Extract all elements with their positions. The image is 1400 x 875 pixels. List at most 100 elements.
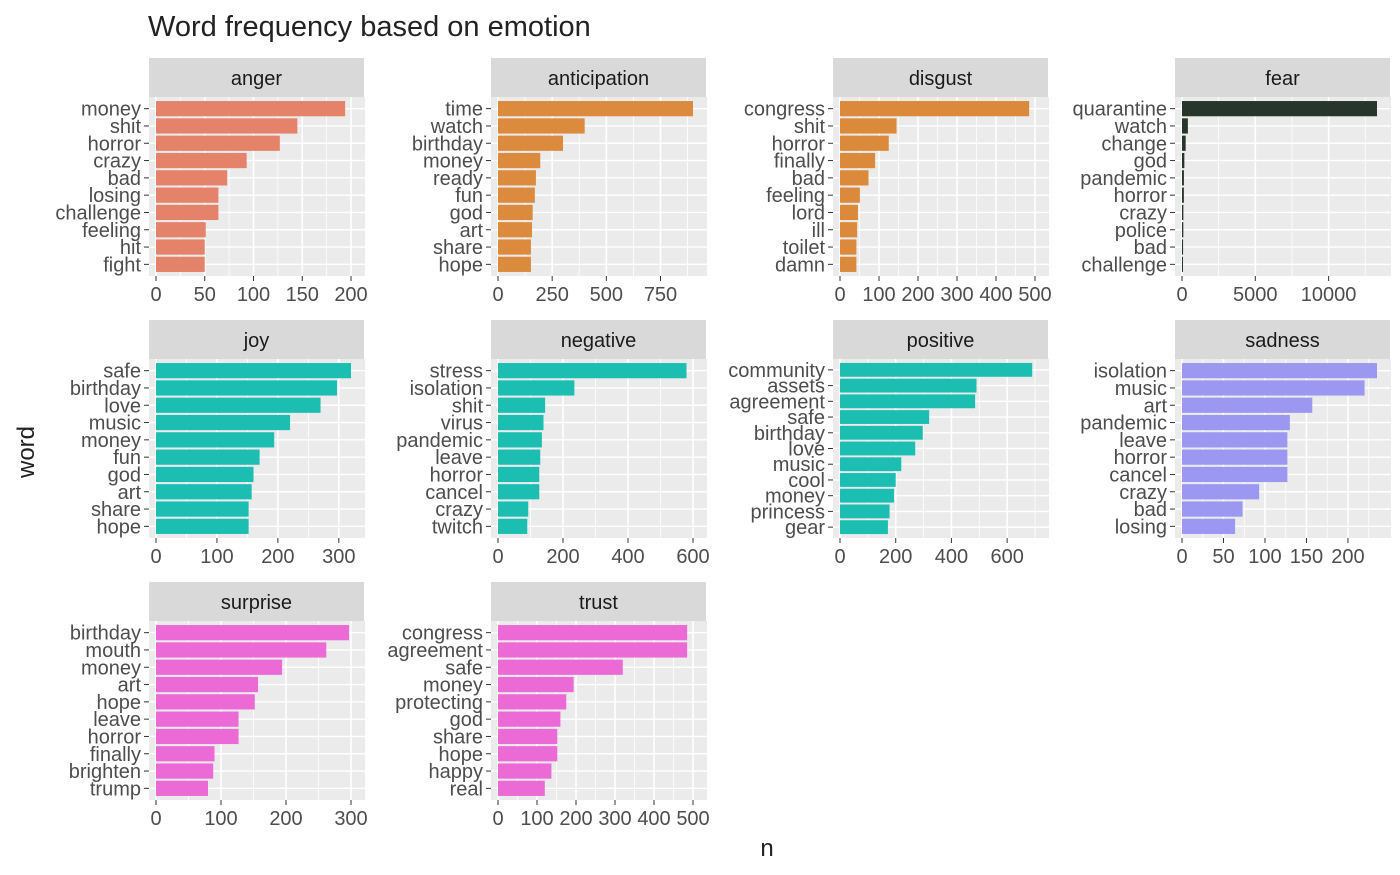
bar [498, 363, 687, 379]
bar [156, 449, 260, 465]
y-tick-label: ill [812, 220, 825, 242]
facet-strip [149, 320, 364, 360]
y-tick-label: horror [1114, 447, 1168, 469]
bar [1182, 101, 1377, 117]
bar [498, 135, 563, 151]
x-tick-label: 500 [590, 284, 623, 306]
bar [840, 425, 923, 440]
x-tick-label: 200 [901, 284, 934, 306]
y-tick-label: art [1144, 395, 1168, 417]
y-tick-label: virus [441, 413, 483, 435]
x-tick-label: 50 [1212, 546, 1234, 568]
bar [1182, 397, 1313, 413]
panel-fear: fear quarantinewatchchangegodpandemichorr… [1072, 58, 1391, 306]
y-tick-label: fight [103, 254, 141, 276]
x-tick-label: 0 [492, 284, 503, 306]
y-tick-label: damn [775, 254, 825, 276]
y-tick-label: money [423, 675, 483, 697]
y-tick-label: toilet [783, 237, 826, 259]
y-tick-label: finally [90, 744, 141, 766]
y-axis-title: word [13, 426, 40, 479]
bar [840, 152, 876, 169]
x-tick-label: 300 [334, 808, 367, 830]
y-tick-label: hope [439, 744, 484, 766]
bar [840, 473, 896, 487]
y-tick-label: horror [88, 133, 142, 155]
y-tick-label: finally [774, 151, 825, 173]
bar [498, 466, 540, 483]
y-tick-label: love [104, 395, 141, 417]
bar [1182, 222, 1184, 238]
bar [156, 501, 249, 517]
facet-strip [491, 58, 706, 98]
y-tick-label: god [450, 709, 483, 731]
bar [840, 457, 902, 472]
y-tick-label: art [118, 675, 142, 697]
bar [1182, 466, 1288, 483]
facet-strip [149, 582, 364, 622]
x-tick-label: 150 [1290, 546, 1323, 568]
bar [840, 520, 888, 535]
bar [1182, 414, 1290, 431]
bar [1182, 449, 1288, 465]
x-tick-label: 600 [676, 546, 709, 568]
y-tick-label: horror [772, 133, 826, 155]
facet-strip-label: fear [1265, 68, 1300, 90]
y-tick-label: challenge [55, 202, 141, 224]
bar [498, 187, 535, 203]
bar [840, 441, 916, 456]
bar [840, 135, 889, 151]
bar [1182, 256, 1183, 272]
y-tick-label: cool [788, 470, 825, 492]
y-tick-label: watch [1114, 116, 1167, 138]
y-tick-label: money [81, 430, 141, 452]
bar [498, 642, 688, 658]
x-tick-label: 100 [520, 808, 553, 830]
bar [1182, 187, 1184, 203]
bar [156, 625, 350, 641]
bar [840, 222, 858, 238]
y-tick-label: horror [1114, 185, 1168, 207]
y-tick-label: safe [103, 361, 141, 383]
bar [156, 414, 291, 431]
bar [498, 484, 540, 500]
bar [1182, 432, 1288, 448]
x-axis-title: n [760, 835, 773, 862]
facet-strip-label: positive [907, 330, 975, 352]
bar [840, 362, 1033, 377]
bar [156, 397, 321, 413]
bar [498, 518, 528, 534]
y-tick-label: music [1115, 378, 1167, 400]
bar [156, 256, 205, 272]
y-tick-label: money [423, 151, 483, 173]
bar [1182, 118, 1188, 134]
x-tick-label: 400 [979, 284, 1012, 306]
x-tick-label: 100 [200, 546, 233, 568]
y-tick-label: fun [113, 447, 141, 469]
y-tick-label: pandemic [1080, 413, 1167, 435]
facet-strip [149, 58, 364, 98]
bar [156, 694, 255, 710]
facet-strip [1175, 320, 1390, 360]
y-tick-label: music [89, 413, 141, 435]
y-tick-label: art [118, 482, 142, 504]
x-tick-label: 400 [611, 546, 644, 568]
y-tick-label: hope [439, 254, 484, 276]
bar [156, 135, 280, 151]
panel-disgust: disgust congressshithorrorfinallybadfeeli… [744, 58, 1052, 306]
x-tick-label: 0 [150, 546, 161, 568]
y-tick-label: watch [430, 116, 483, 138]
bar [840, 187, 860, 203]
y-tick-label: losing [1115, 516, 1167, 538]
x-tick-label: 100 [1248, 546, 1281, 568]
bar [498, 397, 546, 413]
x-tick-label: 0 [1176, 284, 1187, 306]
bar [1182, 152, 1185, 169]
x-tick-label: 0 [492, 808, 503, 830]
y-tick-label: crazy [1119, 482, 1167, 504]
y-tick-label: protecting [395, 692, 483, 714]
bar [498, 746, 558, 762]
facet-strip [491, 320, 706, 360]
x-tick-label: 300 [940, 284, 973, 306]
x-tick-label: 50 [194, 284, 216, 306]
